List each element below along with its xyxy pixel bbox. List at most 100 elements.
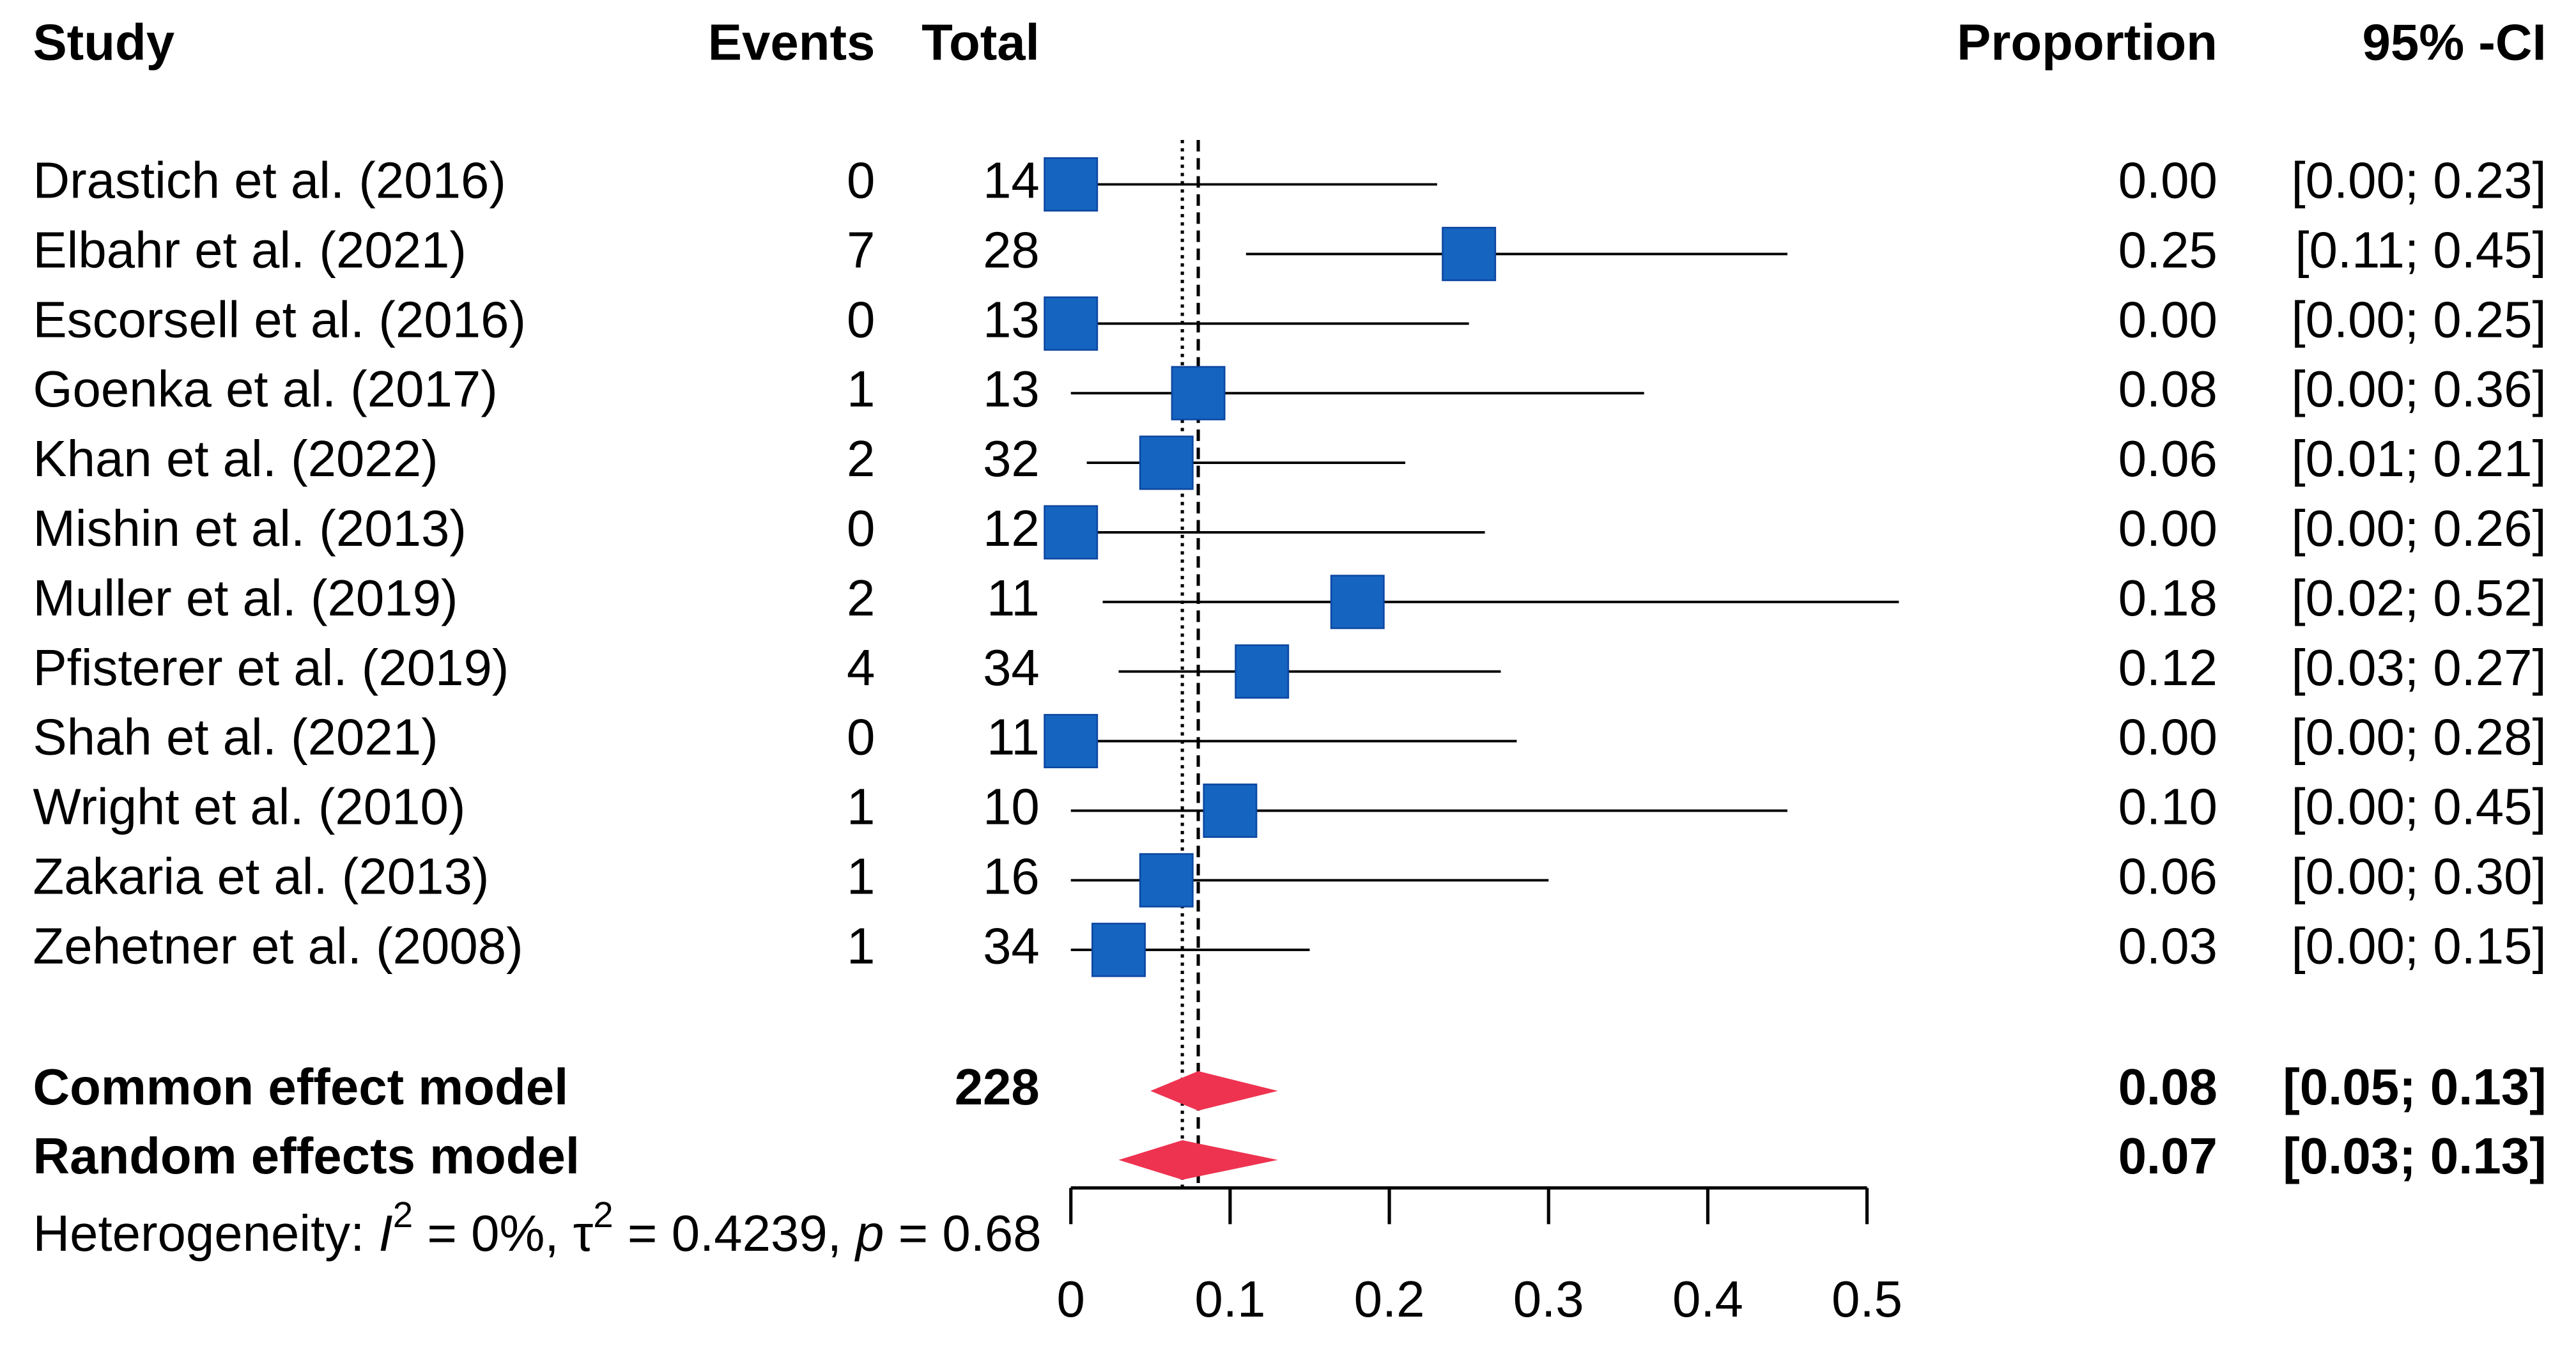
total: 28 bbox=[983, 221, 1040, 278]
total: 13 bbox=[983, 291, 1040, 348]
ci: [0.00; 0.36] bbox=[2291, 360, 2546, 417]
ci: [0.00; 0.23] bbox=[2291, 152, 2546, 209]
x-tick-label: 0.4 bbox=[1672, 1271, 1743, 1327]
total: 12 bbox=[983, 500, 1040, 557]
estimate-square bbox=[1044, 157, 1099, 212]
events: 1 bbox=[847, 847, 875, 904]
study-name: Zehetner et al. (2008) bbox=[33, 917, 523, 974]
total: 32 bbox=[983, 430, 1040, 487]
study-name: Mishin et al. (2013) bbox=[33, 500, 466, 557]
events: 2 bbox=[847, 430, 875, 487]
proportion: 0.00 bbox=[2118, 152, 2217, 209]
events: 1 bbox=[847, 778, 875, 835]
heterogeneity-part: = 0.4239, bbox=[613, 1205, 856, 1262]
events: 4 bbox=[847, 639, 875, 696]
estimate-square bbox=[1044, 505, 1099, 560]
proportion: 0.06 bbox=[2118, 847, 2217, 904]
ci: [0.00; 0.25] bbox=[2291, 291, 2546, 348]
heterogeneity-part: Heterogeneity: bbox=[33, 1205, 378, 1262]
total: 13 bbox=[983, 360, 1040, 417]
heterogeneity-part: τ bbox=[573, 1205, 594, 1262]
x-tick-label: 0.5 bbox=[1832, 1271, 1902, 1327]
total: 14 bbox=[983, 152, 1040, 209]
study-name: Wright et al. (2010) bbox=[33, 778, 465, 835]
model-ci: [0.03; 0.13] bbox=[2283, 1127, 2546, 1184]
x-tick-label: 0.1 bbox=[1194, 1271, 1265, 1327]
estimate-square bbox=[1091, 922, 1146, 977]
model-proportion: 0.07 bbox=[2118, 1127, 2217, 1184]
study-name: Pfisterer et al. (2019) bbox=[33, 639, 509, 696]
events: 0 bbox=[847, 709, 875, 766]
model-name: Common effect model bbox=[33, 1058, 568, 1115]
proportion: 0.00 bbox=[2118, 500, 2217, 557]
ci: [0.00; 0.15] bbox=[2291, 917, 2546, 974]
model-diamond bbox=[1118, 1140, 1278, 1180]
proportion: 0.03 bbox=[2118, 917, 2217, 974]
proportion: 0.10 bbox=[2118, 778, 2217, 835]
total: 11 bbox=[987, 569, 1040, 626]
header-proportion: Proportion bbox=[1957, 13, 2217, 70]
study-name: Khan et al. (2022) bbox=[33, 430, 438, 487]
header-study: Study bbox=[33, 13, 174, 70]
total: 16 bbox=[983, 847, 1040, 904]
ci: [0.00; 0.45] bbox=[2291, 778, 2546, 835]
heterogeneity-part: p bbox=[854, 1205, 884, 1262]
x-tick-label: 0.3 bbox=[1513, 1271, 1584, 1327]
ci: [0.11; 0.45] bbox=[2295, 221, 2546, 278]
model-proportion: 0.08 bbox=[2118, 1058, 2217, 1115]
estimate-square bbox=[1171, 366, 1226, 421]
study-name: Shah et al. (2021) bbox=[33, 709, 438, 766]
heterogeneity: Heterogeneity: I2 = 0%, τ2 = 0.4239, p =… bbox=[33, 1195, 1041, 1262]
study-name: Drastich et al. (2016) bbox=[33, 152, 506, 209]
estimate-square bbox=[1442, 226, 1497, 281]
ci: [0.01; 0.21] bbox=[2291, 430, 2546, 487]
model-total: 228 bbox=[955, 1058, 1040, 1115]
estimate-square bbox=[1203, 783, 1258, 838]
total: 34 bbox=[983, 639, 1040, 696]
estimate-square bbox=[1044, 714, 1099, 769]
events: 0 bbox=[847, 500, 875, 557]
events: 1 bbox=[847, 917, 875, 974]
model-diamond bbox=[1150, 1071, 1278, 1111]
x-tick-label: 0 bbox=[1057, 1271, 1085, 1327]
proportion: 0.25 bbox=[2118, 221, 2217, 278]
study-name: Escorsell et al. (2016) bbox=[33, 291, 526, 348]
events: 2 bbox=[847, 569, 875, 626]
ci: [0.00; 0.30] bbox=[2291, 847, 2546, 904]
model-name: Random effects model bbox=[33, 1127, 580, 1184]
proportion: 0.18 bbox=[2118, 569, 2217, 626]
heterogeneity-part: 2 bbox=[593, 1195, 613, 1235]
ci: [0.00; 0.28] bbox=[2291, 709, 2546, 766]
ci: [0.03; 0.27] bbox=[2291, 639, 2546, 696]
header-ci: 95% -CI bbox=[2362, 13, 2546, 70]
events: 7 bbox=[847, 221, 875, 278]
header-events: Events bbox=[708, 13, 875, 70]
estimate-square bbox=[1235, 644, 1290, 699]
proportion: 0.00 bbox=[2118, 709, 2217, 766]
total: 11 bbox=[987, 709, 1040, 766]
proportion: 0.00 bbox=[2118, 291, 2217, 348]
model-ci: [0.05; 0.13] bbox=[2283, 1058, 2546, 1115]
heterogeneity-part: = 0%, bbox=[413, 1205, 573, 1262]
events: 0 bbox=[847, 291, 875, 348]
estimate-square bbox=[1330, 575, 1385, 630]
estimate-square bbox=[1044, 296, 1099, 351]
ci: [0.02; 0.52] bbox=[2291, 569, 2546, 626]
total: 10 bbox=[983, 778, 1040, 835]
study-name: Muller et al. (2019) bbox=[33, 569, 458, 626]
estimate-square bbox=[1139, 435, 1194, 490]
events: 1 bbox=[847, 360, 875, 417]
heterogeneity-part: 2 bbox=[393, 1195, 413, 1235]
study-name: Zakaria et al. (2013) bbox=[33, 847, 489, 904]
study-name: Elbahr et al. (2021) bbox=[33, 221, 467, 278]
proportion: 0.08 bbox=[2118, 360, 2217, 417]
heterogeneity-part: I bbox=[379, 1205, 393, 1262]
ci: [0.00; 0.26] bbox=[2291, 500, 2546, 557]
proportion: 0.12 bbox=[2118, 639, 2217, 696]
study-name: Goenka et al. (2017) bbox=[33, 360, 497, 417]
events: 0 bbox=[847, 152, 875, 209]
total: 34 bbox=[983, 917, 1040, 974]
estimate-square bbox=[1139, 853, 1194, 908]
